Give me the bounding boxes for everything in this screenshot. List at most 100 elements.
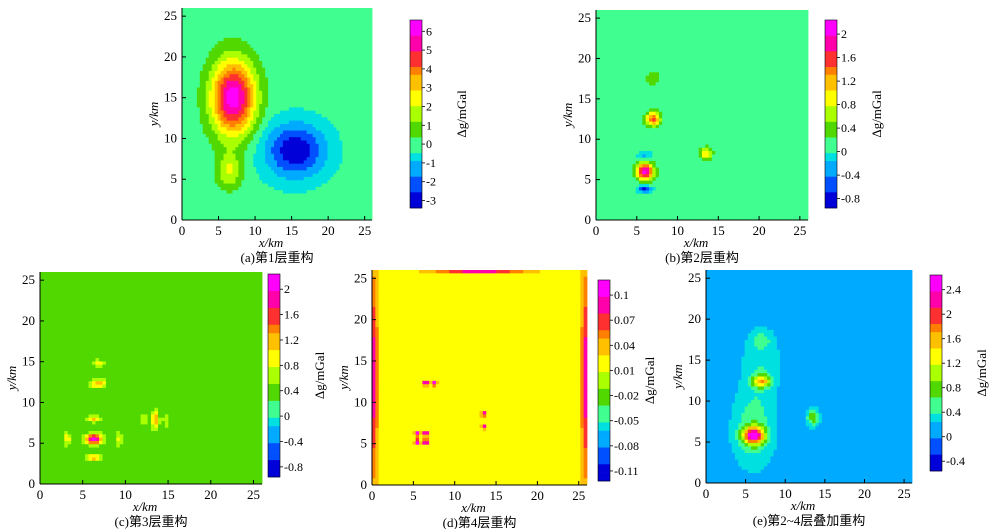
heatmap-cell xyxy=(206,104,209,108)
heatmap-cell xyxy=(369,61,372,65)
heatmap-cell xyxy=(209,84,212,88)
heatmap-cell xyxy=(238,81,241,85)
heatmap-cell xyxy=(203,61,206,65)
heatmap-cell xyxy=(325,11,328,15)
heatmap-cell xyxy=(235,71,238,75)
heatmap-cell xyxy=(224,54,227,58)
heatmap-cell xyxy=(313,41,316,45)
heatmap-cell xyxy=(325,84,328,88)
heatmap-cell xyxy=(333,91,336,95)
heatmap-cell xyxy=(316,41,319,45)
heatmap-cell xyxy=(310,101,313,105)
heatmap-cell xyxy=(322,81,325,85)
heatmap-cell xyxy=(218,51,221,55)
heatmap-cell xyxy=(348,8,351,12)
heatmap-cell xyxy=(310,81,313,85)
heatmap-cell xyxy=(259,81,262,85)
heatmap-cell xyxy=(221,15,224,19)
heatmap-cell xyxy=(292,71,295,75)
heatmap-cell xyxy=(301,111,304,115)
heatmap-cell xyxy=(215,15,218,19)
heatmap-cell xyxy=(230,35,233,39)
heatmap-cell xyxy=(191,114,194,118)
heatmap-cell xyxy=(235,25,238,29)
heatmap-cell xyxy=(295,25,298,29)
heatmap-cell xyxy=(203,38,206,42)
heatmap-cell xyxy=(268,104,271,108)
heatmap-cell xyxy=(265,71,268,75)
heatmap-cell xyxy=(200,64,203,68)
heatmap-cell xyxy=(215,54,218,58)
heatmap-cell xyxy=(316,114,319,118)
heatmap-cell xyxy=(280,41,283,45)
heatmap-cell xyxy=(295,18,298,22)
heatmap-cell xyxy=(209,78,212,82)
heatmap-cell xyxy=(256,15,259,19)
heatmap-cell xyxy=(327,35,330,39)
heatmap-cell xyxy=(271,104,274,108)
heatmap-cell xyxy=(286,111,289,115)
heatmap-cell xyxy=(212,48,215,52)
heatmap-cell xyxy=(206,54,209,58)
heatmap-cell xyxy=(339,74,342,78)
heatmap-cell xyxy=(235,48,238,52)
heatmap-cell xyxy=(256,94,259,98)
heatmap-cell xyxy=(194,38,197,42)
heatmap-cell xyxy=(283,44,286,48)
heatmap-cell xyxy=(265,117,268,121)
heatmap-cell xyxy=(188,121,191,125)
heatmap-cell xyxy=(295,104,298,108)
heatmap-cell xyxy=(265,101,268,105)
heatmap-cell xyxy=(363,58,366,62)
heatmap-cell xyxy=(215,81,218,85)
heatmap-cell xyxy=(215,94,218,98)
heatmap-cell xyxy=(301,8,304,12)
heatmap-cell xyxy=(232,58,235,62)
heatmap-cell xyxy=(366,101,369,105)
heatmap-cell xyxy=(307,8,310,12)
heatmap-cell xyxy=(336,58,339,62)
heatmap-cell xyxy=(360,28,363,32)
heatmap-cell xyxy=(351,11,354,15)
heatmap-cell xyxy=(265,35,268,39)
heatmap-cell xyxy=(241,121,244,125)
heatmap-cell xyxy=(185,68,188,72)
heatmap-cell xyxy=(330,35,333,39)
heatmap-cell xyxy=(227,8,230,12)
heatmap-cell xyxy=(238,48,241,52)
heatmap-cell xyxy=(357,84,360,88)
heatmap-cell xyxy=(212,28,215,32)
heatmap-cell xyxy=(259,58,262,62)
heatmap-cell xyxy=(280,58,283,62)
heatmap-cell xyxy=(244,28,247,32)
heatmap-cell xyxy=(348,18,351,22)
heatmap-cell xyxy=(351,41,354,45)
heatmap-cell xyxy=(327,104,330,108)
heatmap-cell xyxy=(235,61,238,65)
heatmap-cell xyxy=(310,97,313,101)
heatmap-cell xyxy=(271,64,274,68)
heatmap-cell xyxy=(360,91,363,95)
heatmap-cell xyxy=(188,21,191,25)
heatmap-cell xyxy=(298,94,301,98)
heatmap-cell xyxy=(360,94,363,98)
heatmap-cell xyxy=(307,121,310,125)
heatmap-cell xyxy=(185,64,188,68)
heatmap-cell xyxy=(283,64,286,68)
heatmap-cell xyxy=(316,64,319,68)
heatmap-cell xyxy=(360,61,363,65)
heatmap-cell xyxy=(197,107,200,111)
heatmap-cell xyxy=(194,15,197,19)
heatmap-cell xyxy=(271,71,274,75)
heatmap-cell xyxy=(277,61,280,65)
heatmap-cell xyxy=(307,51,310,55)
heatmap-cell xyxy=(345,91,348,95)
heatmap-cell xyxy=(191,35,194,39)
heatmap-cell xyxy=(301,101,304,105)
heatmap-cell xyxy=(256,18,259,22)
heatmap-cell xyxy=(241,71,244,75)
heatmap-cell xyxy=(295,74,298,78)
heatmap-cell xyxy=(333,117,336,121)
heatmap-cell xyxy=(342,84,345,88)
heatmap-cell xyxy=(188,74,191,78)
